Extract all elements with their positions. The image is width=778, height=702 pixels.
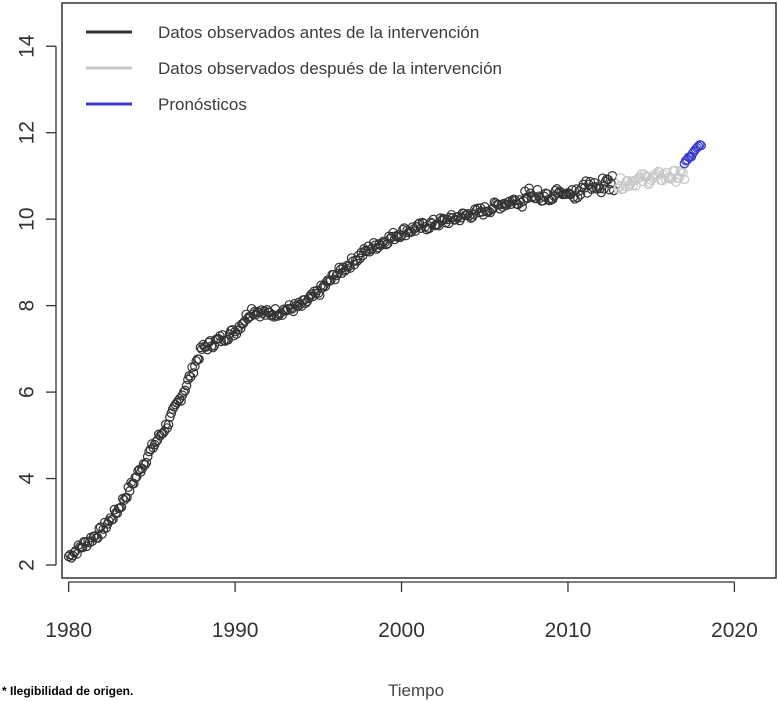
data-point (600, 176, 611, 187)
data-point (289, 298, 300, 309)
data-point (382, 238, 393, 249)
x-axis: 1980 1990 2000 2010 2020 (45, 581, 758, 642)
x-tick-label: 1980 (45, 619, 92, 642)
data-point (572, 192, 583, 203)
data-point (398, 224, 408, 235)
data-point (129, 478, 139, 489)
data-point (188, 368, 199, 378)
data-point (176, 396, 186, 406)
data-point (292, 301, 303, 312)
data-point (644, 177, 655, 188)
data-point (631, 180, 641, 191)
y-axis: 2 4 6 8 10 12 14 (15, 34, 57, 571)
plot-frame (61, 2, 777, 579)
data-point (385, 233, 396, 244)
data-point (115, 503, 125, 513)
legend-label: Datos observados después de la intervenc… (158, 59, 502, 78)
data-point (325, 275, 336, 286)
y-tick-label: 8 (15, 300, 38, 312)
data-point (464, 210, 475, 221)
data-point (273, 311, 283, 321)
data-point (166, 408, 177, 418)
data-point (209, 340, 220, 351)
data-point (191, 356, 202, 366)
x-tick-label: 1990 (212, 619, 259, 642)
data-point (159, 426, 170, 437)
data-point (599, 184, 609, 194)
data-point (181, 380, 192, 391)
data-point (178, 387, 189, 397)
data-point (330, 274, 340, 285)
data-point (94, 523, 104, 534)
data-point (450, 214, 461, 225)
x-axis-label: Tiempo (388, 681, 444, 700)
y-tick-label: 14 (15, 34, 38, 58)
data-point (517, 202, 527, 212)
source-note: * Ilegibilidad de origen. (2, 684, 134, 698)
x-tick-label: 2000 (378, 619, 425, 642)
data-point (119, 495, 129, 505)
data-point (77, 542, 88, 553)
data-points (63, 140, 706, 563)
data-point (352, 256, 362, 266)
data-point (141, 457, 152, 468)
data-point (613, 183, 623, 194)
data-point (624, 181, 634, 192)
data-point (163, 419, 174, 430)
data-point (696, 140, 706, 151)
data-point (679, 174, 690, 185)
data-point (252, 306, 263, 317)
data-point (350, 255, 361, 266)
data-point (427, 218, 437, 229)
y-tick-label: 10 (15, 207, 38, 230)
data-point (532, 184, 543, 195)
data-point (122, 492, 132, 503)
data-point (639, 169, 650, 180)
data-point (355, 253, 365, 264)
data-point (585, 176, 595, 187)
data-point (301, 298, 311, 308)
legend-label: Pronósticos (158, 95, 247, 114)
x-tick-label: 2020 (711, 619, 758, 642)
data-point (678, 167, 688, 178)
data-point (194, 354, 204, 365)
data-point (291, 300, 301, 311)
y-tick-label: 12 (15, 121, 38, 144)
data-point (406, 227, 417, 237)
data-point (195, 342, 206, 353)
legend-label: Datos observados antes de la intervenció… (158, 23, 479, 42)
data-point (341, 264, 351, 275)
data-point (367, 243, 378, 253)
data-point (567, 185, 577, 195)
data-point (593, 182, 604, 192)
legend: Datos observados antes de la intervenció… (86, 23, 502, 114)
y-tick-label: 4 (15, 472, 38, 484)
y-tick-label: 2 (15, 559, 38, 571)
data-point (90, 531, 100, 541)
data-point (235, 323, 246, 334)
data-point (180, 385, 190, 396)
x-tick-label: 2010 (545, 619, 592, 642)
data-point (575, 189, 586, 200)
data-point (253, 307, 264, 318)
y-tick-label: 6 (15, 386, 38, 398)
